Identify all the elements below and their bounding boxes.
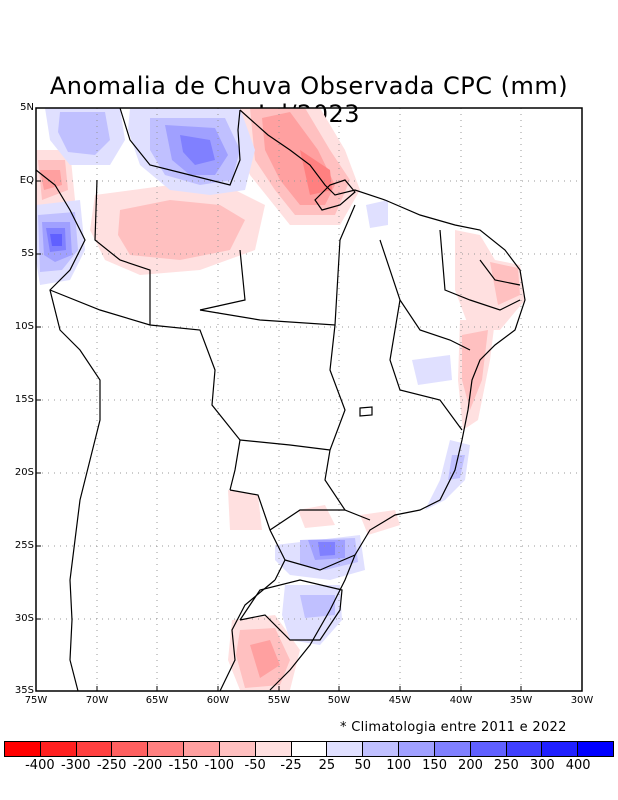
lat-label-5s: 5S [21, 248, 34, 259]
colorbar-swatch [470, 742, 507, 756]
colorbar-label: -150 [168, 758, 199, 773]
map-ticks [36, 107, 522, 691]
lon-label-30w: 30W [570, 695, 594, 706]
lat-label-30s: 30S [14, 613, 34, 624]
colorbar-label: -200 [132, 758, 163, 773]
state-border-6 [269, 509, 345, 531]
anomaly-blob-ba-blue [412, 355, 452, 385]
state-border-7 [284, 554, 356, 571]
climatology-note: * Climatologia entre 2011 e 2022 [340, 720, 567, 735]
anomaly-blob-ne-red [455, 230, 525, 330]
colorbar-swatch [542, 742, 579, 756]
argentina-coast [219, 579, 276, 692]
colorbar [4, 741, 614, 757]
colorbar-label: 25 [318, 758, 336, 773]
west-border [35, 169, 101, 692]
lat-label-10s: 10S [14, 321, 34, 332]
state-border-5 [239, 439, 331, 451]
colorbar-swatch [399, 742, 435, 756]
lat-label-25s: 25S [14, 540, 34, 551]
colorbar-label: 100 [386, 758, 412, 773]
bolivia-border [49, 289, 241, 491]
colorbar-label: -400 [25, 758, 55, 773]
lat-label-15s: 15S [14, 394, 34, 405]
colorbar-swatch [40, 742, 77, 756]
map-borders [35, 107, 526, 692]
colorbar-swatch [291, 742, 328, 756]
lon-label-35w: 35W [509, 695, 533, 706]
lon-label-40w: 40W [449, 695, 473, 706]
anomaly-blob-pa-blue [366, 200, 388, 228]
colorbar-label: -250 [96, 758, 127, 773]
uruguay-border [239, 579, 343, 641]
df-box [359, 406, 373, 417]
lat-label-35s: 35S [14, 685, 34, 696]
anomaly-blob-sp-red [298, 505, 335, 528]
anomaly-shading [36, 108, 525, 690]
lon-label-65w: 65W [145, 695, 169, 706]
lat-label-5n: 5N [20, 102, 34, 113]
colorbar-label: 400 [565, 758, 591, 773]
lat-label-eq: EQ [19, 175, 34, 186]
colorbar-label: -300 [60, 758, 91, 773]
anomaly-blob-ms-red [228, 490, 262, 530]
lon-label-50w: 50W [327, 695, 351, 706]
colorbar-swatch [363, 742, 400, 756]
colorbar-label: -50 [244, 758, 266, 773]
north-border [119, 107, 241, 186]
colorbar-swatch [148, 742, 185, 756]
lon-label-55w: 55W [267, 695, 291, 706]
colorbar-label: 150 [422, 758, 447, 773]
colorbar-swatch [76, 742, 113, 756]
colorbar-swatch [506, 742, 543, 756]
state-border-10 [439, 229, 521, 311]
colorbar-label: 300 [529, 758, 555, 773]
colorbar-label: -100 [204, 758, 235, 773]
colorbar-swatch [327, 742, 364, 756]
state-border-3 [379, 239, 471, 351]
lon-label-70w: 70W [85, 695, 109, 706]
state-border-2 [324, 324, 371, 521]
map-grid [36, 108, 582, 691]
state-border-9 [199, 249, 246, 311]
colorbar-swatch [184, 742, 220, 756]
colorbar-swatch [5, 742, 41, 756]
anomaly-blob-se-red [360, 510, 400, 535]
colorbar-label: 200 [458, 758, 483, 773]
marajo-island [314, 179, 356, 211]
colorbar-swatch [112, 742, 149, 756]
lon-label-75w: 75W [24, 695, 48, 706]
lon-label-60w: 60W [206, 695, 230, 706]
colorbar-swatch [219, 742, 256, 756]
lon-label-45w: 45W [388, 695, 412, 706]
colorbar-swatch [578, 742, 614, 756]
state-border-11 [479, 259, 521, 286]
colorbar-label: -25 [280, 758, 302, 773]
colorbar-swatch [255, 742, 292, 756]
state-border-4 [389, 299, 463, 431]
colorbar-swatch [434, 742, 471, 756]
colorbar-label: 250 [493, 758, 519, 773]
colorbar-label: 50 [354, 758, 372, 773]
lat-label-20s: 20S [14, 467, 34, 478]
anomaly-blob-es-blue [425, 440, 470, 510]
state-border-8 [94, 179, 151, 325]
